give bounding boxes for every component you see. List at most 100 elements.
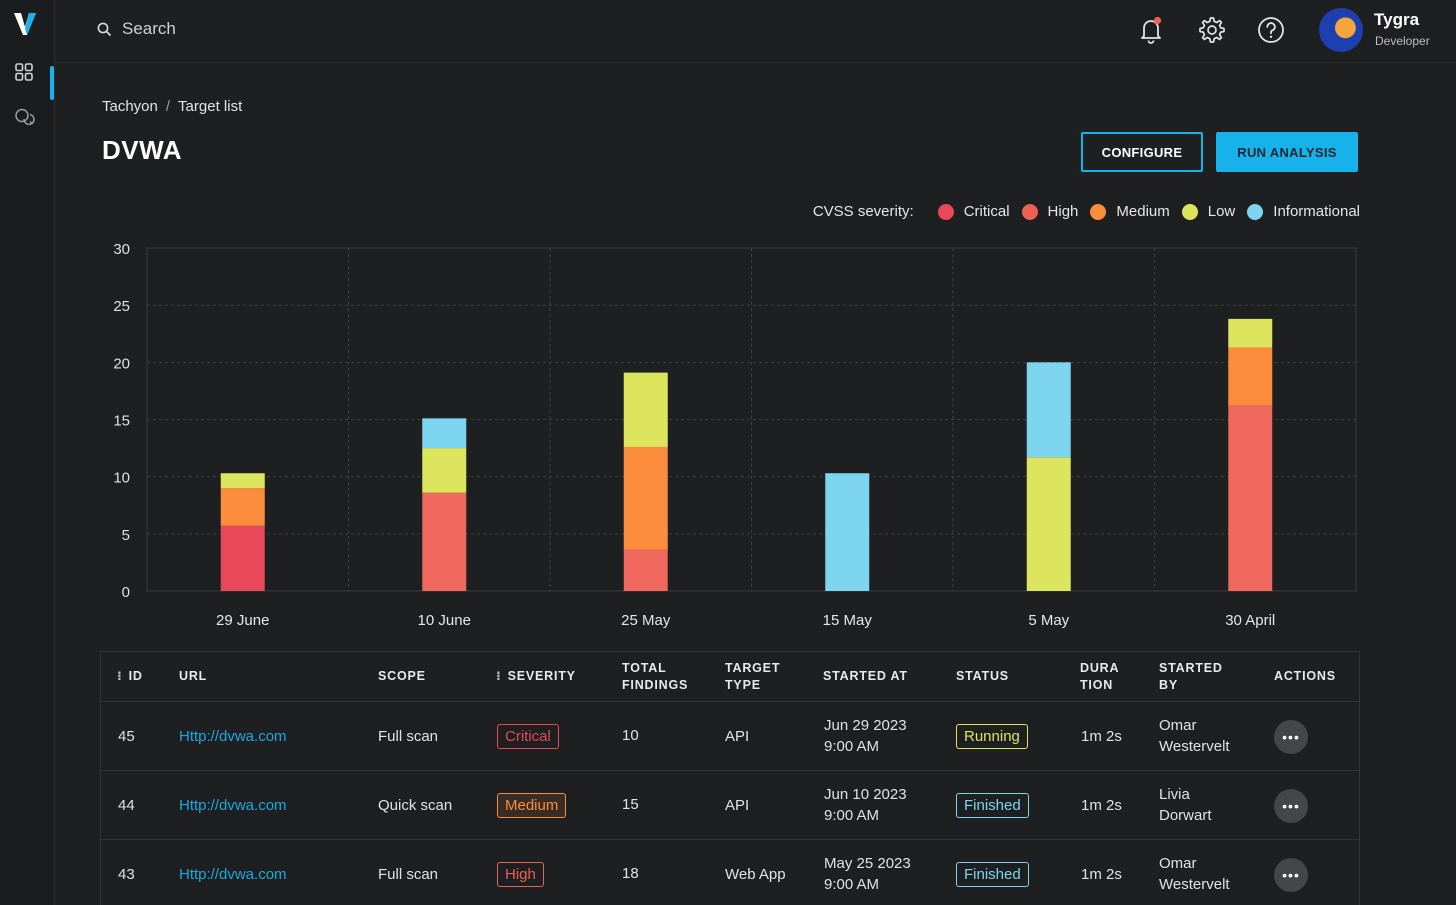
scans-table: ⁝ ID URL SCOPE ⁝ SEVERITY TOTAL FINDINGS TA…: [100, 651, 1360, 905]
row-url-link[interactable]: Http://dvwa.com: [179, 797, 287, 814]
legend-label: Informational: [1273, 203, 1360, 220]
breadcrumb: Tachyon / Target list: [102, 98, 242, 115]
x-tick-label: 30 April: [1225, 612, 1275, 629]
sort-icon[interactable]: ⁝: [496, 669, 502, 683]
chat-icon[interactable]: [13, 106, 35, 128]
col-target-type: TARGET TYPE: [725, 660, 780, 694]
row-findings: 10: [622, 727, 639, 744]
table-header: ⁝ ID URL SCOPE ⁝ SEVERITY TOTAL FINDINGS TA…: [101, 652, 1359, 702]
bar-segment-informational: [1026, 362, 1071, 458]
app-logo[interactable]: [12, 10, 38, 38]
run-analysis-button[interactable]: RUN ANALYSIS: [1216, 132, 1358, 172]
row-url-link[interactable]: Http://dvwa.com: [179, 866, 287, 883]
col-target-line2: TYPE: [725, 678, 761, 692]
row-url-link[interactable]: Http://dvwa.com: [179, 728, 287, 745]
y-tick-label: 5: [122, 527, 130, 544]
legend-item-medium: Medium: [1090, 203, 1170, 220]
col-scope: SCOPE: [378, 669, 426, 683]
col-id[interactable]: ⁝ ID: [117, 668, 143, 685]
more-actions-button[interactable]: •••: [1274, 720, 1308, 754]
severity-badge: Medium: [497, 793, 567, 818]
col-id-label: ID: [128, 669, 143, 683]
col-started-by: STARTED BY: [1159, 660, 1223, 694]
breadcrumb-root[interactable]: Tachyon: [102, 98, 158, 115]
row-target-type: Web App: [725, 866, 786, 883]
bar-segment-informational: [422, 418, 467, 449]
col-severity[interactable]: ⁝ SEVERITY: [496, 668, 576, 685]
row-by-first: Livia: [1159, 786, 1190, 803]
row-scope: Full scan: [378, 728, 439, 745]
row-by-last: Dorwart: [1159, 807, 1212, 824]
row-time: 9:00 AM: [824, 876, 880, 893]
col-target-line1: TARGET: [725, 661, 781, 675]
row-date: Jun 10 2023: [824, 786, 907, 803]
search-input[interactable]: Search: [122, 19, 176, 38]
help-icon[interactable]: [1255, 14, 1287, 46]
y-tick-label: 15: [113, 413, 130, 430]
bar-segment-low: [1026, 457, 1071, 591]
row-time: 9:00 AM: [824, 807, 880, 824]
legend-item-informational: Informational: [1247, 203, 1360, 220]
col-started-at: STARTED AT: [823, 669, 908, 683]
row-scope: Full scan: [378, 866, 439, 883]
bar-segment-low: [220, 473, 265, 489]
search-box[interactable]: Search: [97, 19, 176, 39]
avatar[interactable]: [1319, 8, 1363, 52]
col-duration: DURA TION: [1080, 660, 1119, 694]
legend-label: Medium: [1116, 203, 1170, 220]
more-actions-button[interactable]: •••: [1274, 858, 1308, 892]
findings-bar-chart: 0 5 10 15 20 25 30 29 June 10 June 25 May 15 May 5 …: [113, 241, 1357, 629]
row-id: 43: [118, 866, 135, 883]
user-role: Developer: [1375, 34, 1430, 48]
bar-segment-informational: [825, 473, 870, 591]
legend-item-low: Low: [1181, 203, 1235, 220]
y-tick-label: 20: [113, 355, 130, 372]
col-duration-line1: DURA: [1080, 661, 1120, 675]
bar-segment-low: [623, 372, 668, 447]
row-started-at: May 25 2023 9:00 AM: [824, 853, 911, 895]
legend-title: CVSS severity:: [812, 203, 914, 220]
row-findings: 18: [622, 865, 639, 882]
severity-badge: High: [497, 862, 544, 887]
legend-dot-high: [1021, 203, 1038, 220]
x-tick-label: 29 June: [216, 612, 269, 629]
side-rail: [0, 0, 55, 905]
breadcrumb-separator: /: [165, 98, 171, 115]
gear-icon[interactable]: [1195, 14, 1227, 46]
row-by-first: Omar: [1159, 855, 1197, 872]
col-duration-line2: TION: [1080, 678, 1114, 692]
col-startedby-line2: BY: [1159, 678, 1178, 692]
bar-segment-high: [623, 549, 668, 591]
row-started-by: Omar Westervelt: [1159, 853, 1230, 895]
dashboard-grid-icon[interactable]: [13, 61, 35, 83]
user-name: Tygra: [1374, 10, 1420, 29]
breadcrumb-current[interactable]: Target list: [178, 98, 243, 115]
configure-button[interactable]: CONFIGURE: [1081, 132, 1203, 172]
legend-label: High: [1047, 203, 1079, 220]
table-row[interactable]: 44 Http://dvwa.com Quick scan Medium 15 …: [101, 771, 1359, 840]
row-duration: 1m 2s: [1081, 797, 1122, 814]
legend-dot-informational: [1247, 203, 1264, 220]
row-duration: 1m 2s: [1081, 728, 1122, 745]
col-total-findings: TOTAL FINDINGS: [622, 660, 688, 694]
y-tick-label: 30: [113, 241, 130, 258]
row-target-type: API: [725, 797, 750, 814]
x-tick-label: 5 May: [1028, 612, 1069, 629]
legend-item-high: High: [1021, 203, 1079, 220]
more-actions-button[interactable]: •••: [1274, 789, 1308, 823]
row-by-last: Westervelt: [1159, 738, 1230, 755]
bell-icon[interactable]: [1135, 14, 1167, 46]
row-time: 9:00 AM: [824, 738, 880, 755]
col-findings-line2: FINDINGS: [622, 678, 689, 692]
col-url: URL: [179, 669, 208, 683]
table-row[interactable]: 45 Http://dvwa.com Full scan Critical 10…: [101, 702, 1359, 771]
row-started-at: Jun 29 2023 9:00 AM: [824, 715, 907, 757]
col-findings-line1: TOTAL: [622, 661, 667, 675]
legend-dot-critical: [937, 203, 954, 220]
row-findings: 15: [622, 796, 639, 813]
table-row[interactable]: 43 Http://dvwa.com Full scan High 18 Web…: [101, 840, 1359, 905]
row-by-first: Omar: [1159, 717, 1197, 734]
sort-icon[interactable]: ⁝: [117, 669, 123, 683]
bar-segment-low: [422, 448, 467, 493]
severity-legend: CVSS severity: Critical High Medium Low …: [813, 203, 1360, 220]
